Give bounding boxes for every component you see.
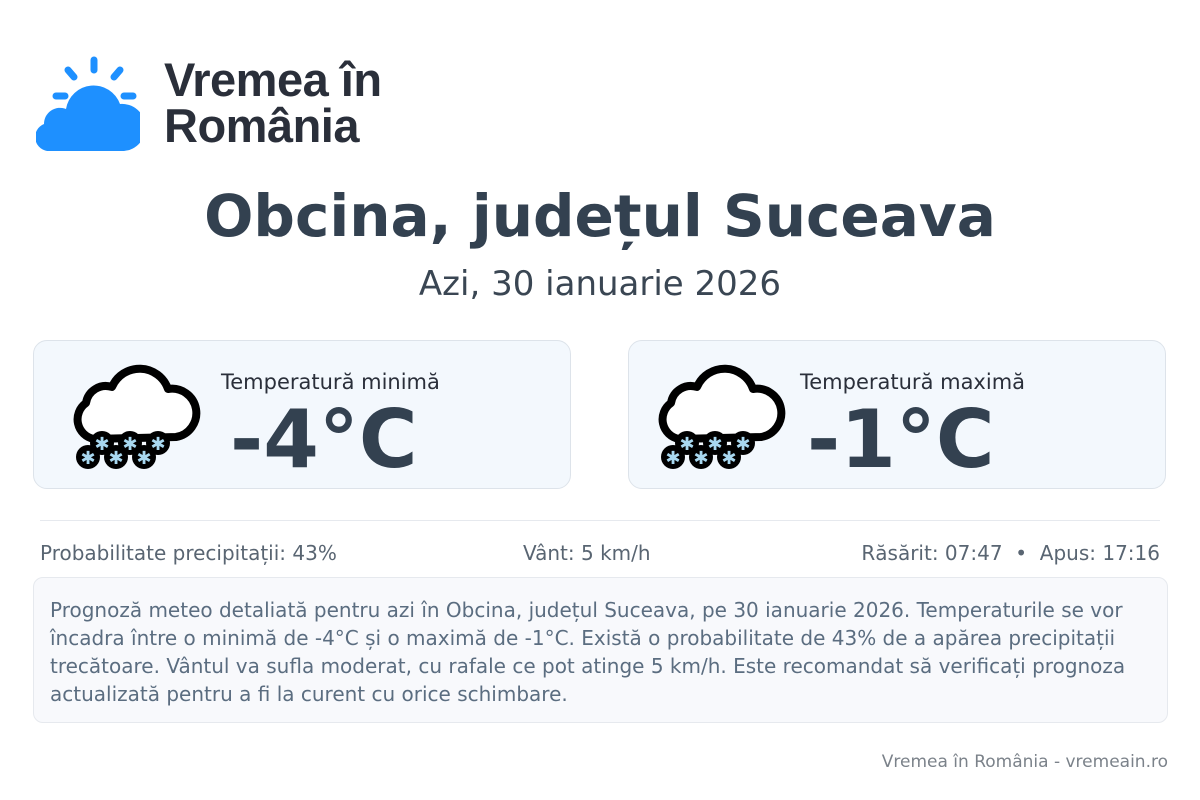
snow-cloud-icon: [657, 359, 787, 474]
svg-text:✱: ✱: [108, 448, 123, 469]
wind-speed: Vânt: 5 km/h: [523, 541, 651, 565]
svg-text:✱: ✱: [80, 448, 95, 469]
svg-text:✱: ✱: [136, 448, 151, 469]
svg-text:✱: ✱: [150, 434, 165, 455]
logo-line2: România: [164, 99, 359, 152]
forecast-description: Prognoză meteo detaliată pentru azi în O…: [33, 577, 1168, 723]
precipitation-probability: Probabilitate precipitații: 43%: [40, 541, 337, 565]
min-temp-card: ✱ ✱ ✱ ✱ ✱ ✱ Temperatură minimă -4°C: [33, 340, 571, 489]
sunrise-sunset: Răsărit: 07:47 • Apus: 17:16: [861, 541, 1160, 565]
logo-line1: Vremea în: [164, 53, 382, 106]
page-title: Obcina, județul Suceava: [204, 182, 996, 250]
svg-text:✱: ✱: [122, 434, 137, 455]
page-subtitle: Azi, 30 ianuarie 2026: [418, 264, 782, 304]
min-temp-label: Temperatură minimă: [221, 370, 440, 394]
max-temp-label: Temperatură maximă: [800, 370, 1026, 394]
snow-cloud-icon: ✱ ✱ ✱ ✱ ✱ ✱: [73, 364, 201, 469]
sun-cloud-icon: [36, 56, 140, 152]
max-temp-card: Temperatură maximă -1°C: [628, 340, 1166, 489]
svg-text:✱: ✱: [94, 434, 109, 455]
divider: [40, 520, 1160, 521]
min-temp-value: -4°C: [230, 393, 418, 486]
logo: Vremea în România: [36, 54, 382, 152]
footer-credit: Vremea în România - vremeain.ro: [881, 752, 1168, 772]
max-temp-value: -1°C: [807, 393, 995, 486]
